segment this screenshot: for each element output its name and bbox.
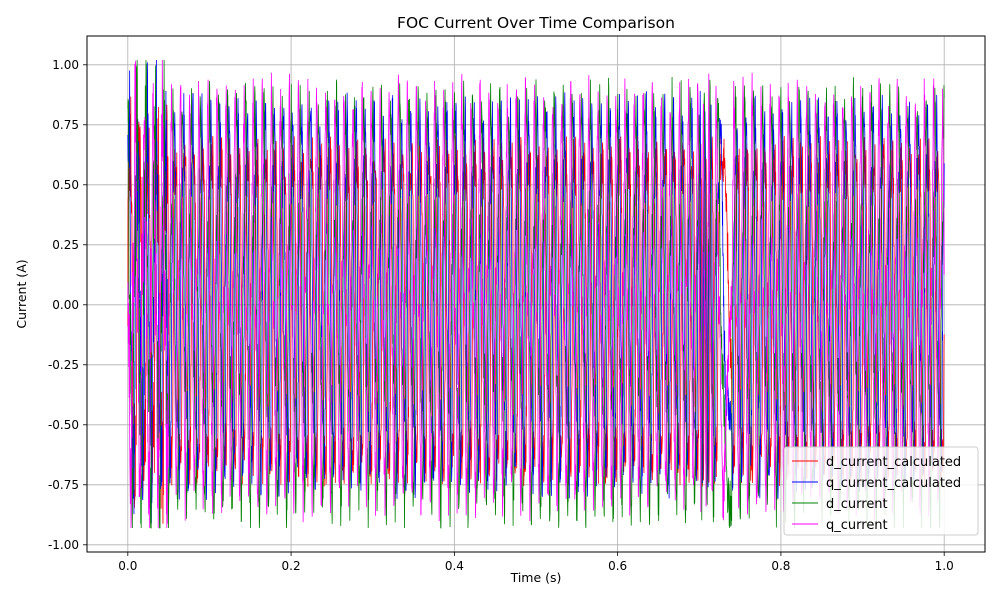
x-tick-label: 1.0 — [935, 559, 954, 573]
chart-title: FOC Current Over Time Comparison — [397, 14, 675, 32]
y-tick-label: 0.00 — [52, 298, 79, 312]
legend-entry: d_current — [826, 497, 888, 512]
x-tick-label: 0.2 — [282, 559, 301, 573]
y-tick-label: 1.00 — [52, 58, 79, 72]
y-tick-label: -0.75 — [48, 478, 79, 492]
legend-entry: q_current — [826, 518, 888, 533]
y-axis-ticks: -1.00 -0.75 -0.50 -0.25 0.00 0.25 0.50 0.75 1.00 — [48, 58, 87, 552]
series-line-q_current — [127, 59, 945, 529]
series-line-d_current — [127, 59, 945, 529]
x-tick-label: 0.6 — [608, 559, 627, 573]
x-tick-label: 0.8 — [771, 559, 790, 573]
y-axis-label: Current (A) — [14, 259, 29, 328]
y-tick-label: 0.50 — [52, 178, 79, 192]
legend-entry: d_current_calculated — [826, 455, 961, 470]
series-line-q_current_calculated — [127, 59, 945, 524]
y-tick-label: -0.25 — [48, 358, 79, 372]
legend: d_current_calculated q_current_calculated… — [783, 446, 979, 536]
legend-entry: q_current_calculated — [826, 476, 961, 491]
legend-box — [783, 446, 979, 536]
y-tick-label: 0.75 — [52, 118, 79, 132]
x-axis-ticks: 0.0 0.2 0.4 0.6 0.8 1.0 — [118, 552, 954, 573]
x-tick-label: 0.0 — [118, 559, 137, 573]
series-layer — [127, 59, 945, 529]
x-tick-label: 0.4 — [445, 559, 464, 573]
y-tick-label: -0.50 — [48, 418, 79, 432]
x-axis-label: Time (s) — [510, 570, 562, 585]
plot-frame — [86, 35, 986, 553]
y-tick-label: -1.00 — [48, 538, 79, 552]
y-tick-label: 0.25 — [52, 238, 79, 252]
